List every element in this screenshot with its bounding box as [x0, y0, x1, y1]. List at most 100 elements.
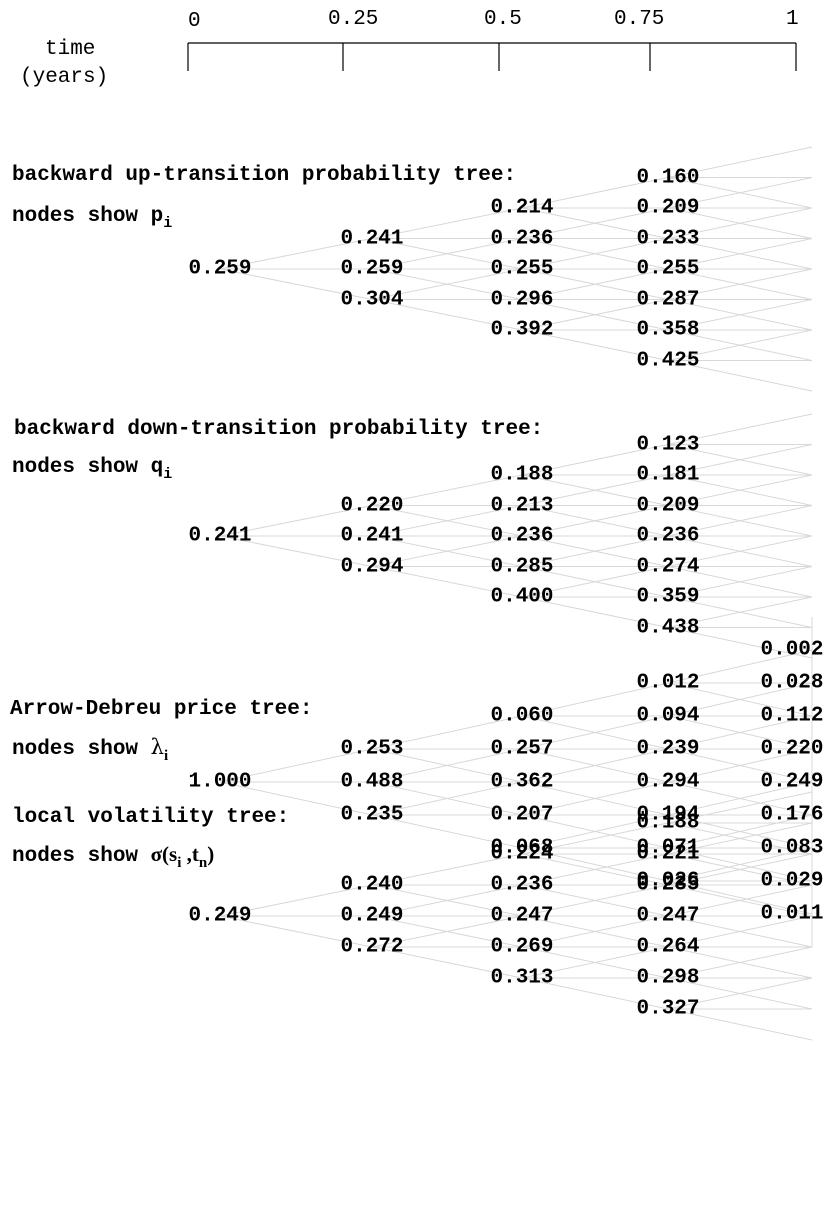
tree-node-value: 0.213	[490, 494, 554, 517]
tree-node-value: 0.259	[340, 257, 404, 281]
tree-node-value: 0.060	[490, 704, 554, 728]
tree-node-value: 0.188	[490, 463, 554, 487]
tree-branch	[667, 238, 813, 270]
tree-node-value: 0.359	[636, 585, 700, 609]
tree-node-value: 0.304	[340, 288, 404, 311]
tree-node-value: 0.298	[636, 966, 700, 990]
tree-node-value: 0.207	[490, 803, 554, 827]
tree-branch	[521, 566, 669, 598]
tree-node-value: 0.123	[636, 433, 700, 456]
tree-node-value: 0.247	[636, 904, 700, 928]
tree-node-value: 0.083	[760, 836, 824, 860]
tree-branch	[667, 505, 813, 537]
tree-branch	[521, 781, 669, 816]
tree-branch	[667, 299, 813, 331]
tree-branch	[219, 915, 373, 948]
tree-branch	[667, 853, 813, 886]
tree-node-value: 0.011	[760, 902, 824, 926]
tree-branch	[371, 814, 523, 849]
tree-branch	[371, 207, 523, 239]
tree-branch	[667, 413, 813, 445]
tree-title: backward down-transition probability tre…	[14, 418, 544, 441]
tree-branch	[521, 853, 669, 886]
tree-node-value: 0.026	[636, 869, 700, 893]
tree-node-value: 0.362	[490, 770, 554, 794]
tree-node-value: 0.241	[340, 227, 404, 250]
tree-node-value: 0.236	[490, 227, 554, 250]
tree-node-value: 0.253	[340, 737, 404, 761]
tree-branch	[521, 596, 669, 628]
tree-node-value: 0.220	[340, 494, 404, 517]
tree-branch	[521, 444, 669, 476]
tree-node-value: 0.224	[490, 842, 554, 866]
tree-branch	[521, 977, 669, 1010]
tree-branch	[667, 649, 813, 684]
tree-node-value: 0.247	[490, 904, 554, 928]
tree-node-value: 0.272	[340, 935, 404, 959]
tree-node-value: 1.000	[188, 770, 252, 794]
tree-node-value: 0.241	[340, 524, 404, 548]
axis-tick-label: 1	[786, 8, 799, 31]
tree-branch	[219, 238, 373, 270]
tree-title: Arrow-Debreu price tree:	[10, 698, 313, 721]
tree-branch	[667, 748, 813, 783]
tree-node-value: 0.255	[636, 257, 700, 281]
tree-node-value: 0.239	[636, 737, 700, 761]
tree-branch	[667, 1008, 813, 1041]
tree-node-value: 0.194	[636, 803, 700, 827]
tree-node-value: 0.269	[490, 935, 554, 959]
tree-branch	[371, 946, 523, 979]
tree-node-value: 0.002	[760, 638, 824, 662]
tree-branch	[667, 207, 813, 239]
tree-branch	[371, 853, 523, 886]
tree-branch	[371, 748, 523, 783]
tree-branch	[521, 814, 669, 849]
tree-node-value: 0.181	[636, 463, 700, 487]
tree-branch	[219, 535, 373, 567]
tree-branch	[667, 822, 813, 855]
tree-branch	[667, 535, 813, 567]
tree-branch	[667, 880, 813, 915]
tree-caption: nodes show qi	[12, 456, 173, 483]
tree-node-value: 0.012	[636, 671, 700, 695]
tree-branch	[667, 268, 813, 300]
tree-node-value: 0.249	[188, 904, 252, 928]
tree-caption: nodes show λi	[12, 735, 169, 764]
tree-branch	[667, 884, 813, 917]
tree-node-value: 0.221	[636, 842, 700, 866]
tree-branch	[521, 682, 669, 717]
tree-branch	[667, 329, 813, 361]
tree-caption: nodes show pi	[12, 205, 173, 232]
tree-branch	[667, 791, 813, 824]
tree-node-value: 0.188	[636, 811, 700, 835]
tree-node-value: 0.249	[340, 904, 404, 928]
tree-branch	[667, 146, 813, 178]
tree-branch	[219, 884, 373, 917]
tree-branch	[667, 915, 813, 948]
tree-branch	[219, 781, 373, 816]
tree-node-value: 0.220	[760, 737, 824, 761]
tree-branch	[667, 360, 813, 392]
tree-branch	[521, 268, 669, 300]
tree-node-value: 0.240	[340, 873, 404, 897]
axis-title-years: (years)	[20, 66, 109, 89]
tree-node-value: 0.176	[760, 803, 824, 827]
tree-branch	[219, 748, 373, 783]
tree-title: local volatility tree:	[12, 806, 290, 829]
tree-branch	[371, 299, 523, 331]
tree-node-value: 0.287	[636, 288, 700, 311]
tree-branch	[521, 329, 669, 361]
tree-branch	[371, 535, 523, 567]
tree-node-value: 0.327	[636, 997, 700, 1021]
tree-branch	[371, 474, 523, 506]
tree-branch	[521, 822, 669, 855]
tree-node-value: 0.425	[636, 349, 700, 372]
axis-title-time: time	[45, 38, 96, 61]
tree-branch	[219, 268, 373, 300]
tree-node-value: 0.236	[490, 524, 554, 548]
tree-node-value: 0.112	[760, 704, 824, 728]
tree-node-value: 0.233	[636, 227, 700, 250]
tree-branch	[371, 238, 523, 270]
tree-node-value: 0.236	[490, 873, 554, 897]
tree-branch	[667, 596, 813, 628]
